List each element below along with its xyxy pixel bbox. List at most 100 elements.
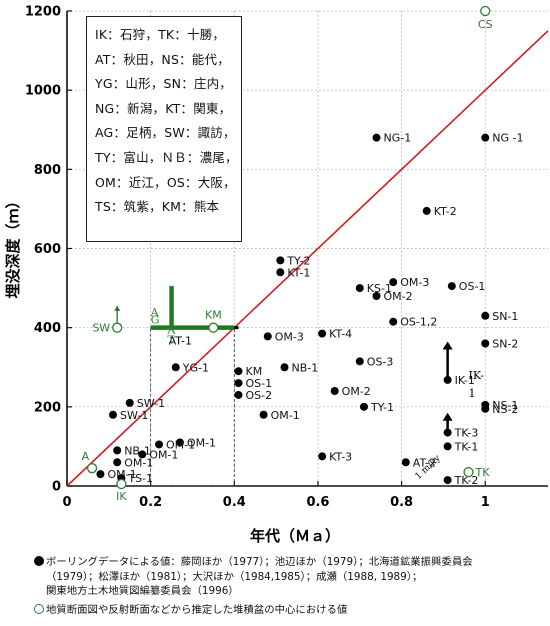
data-point [401, 458, 410, 467]
data-points: NG-1 NG -1KT-2TY-2KT-1KS-1 OM-3OM-2OS-1SN-… [82, 5, 523, 503]
point-label: TS-1 [127, 472, 153, 485]
point-label: OS-1,2 [400, 316, 437, 329]
data-point [447, 282, 456, 291]
open-data-point [480, 5, 491, 17]
point-label: AT-2 [413, 456, 436, 469]
legend-line: IK：石狩，TK：十勝， [95, 27, 226, 42]
x-tick-label: 0.8 [390, 495, 413, 510]
data-point [263, 332, 272, 341]
data-point [443, 476, 452, 485]
point-label: TK [475, 466, 491, 479]
data-point [372, 292, 381, 300]
data-point [113, 458, 122, 467]
data-point [481, 133, 490, 142]
point-label: NG-1 [384, 132, 412, 145]
point-label: SW-1 [120, 409, 148, 422]
point-label: TY-1 [370, 401, 394, 414]
point-label: KS-1 [367, 282, 392, 295]
data-point [443, 375, 452, 384]
annotation-text: A [150, 306, 160, 319]
data-point [355, 357, 364, 366]
point-label: OS-3 [367, 355, 394, 368]
point-label: KT-3 [329, 450, 352, 463]
rate-line [66, 30, 549, 487]
x-tick-label: 0.2 [139, 495, 162, 510]
point-label: KT-2 [434, 205, 457, 218]
open-data-point [116, 478, 127, 490]
open-data-point [463, 466, 474, 478]
point-label: NS-2 [492, 403, 518, 416]
y-tick-label: 800 [34, 163, 61, 178]
point-label: IK-1 [455, 374, 475, 387]
point-label: OM-2 [384, 290, 413, 303]
open-circle-icon [34, 603, 44, 614]
point-label: OM-1 [187, 436, 216, 449]
data-point [318, 329, 327, 338]
point-label: SW [92, 322, 110, 335]
legend-line: TY：富山，ＮＢ：濃尾， [95, 149, 238, 165]
data-point [125, 398, 134, 407]
y-tick-label: 1000 [25, 84, 61, 99]
x-tick-label: 0.4 [223, 495, 246, 510]
data-point [443, 428, 452, 437]
source-notes: ボーリングデータによる値：藤岡ほか（1977）；池辺ほか（1979）；北海道鉱業… [34, 555, 544, 617]
note-continuation: （1979）；松澤ほか（1981）；大沢ほか（1984,1985）；成瀬（198… [46, 570, 423, 583]
open-data-point [112, 322, 123, 333]
point-label: OM-1 [124, 456, 153, 469]
y-tick-label: 1200 [25, 5, 61, 20]
open-data-point [208, 322, 219, 333]
data-point [234, 367, 243, 376]
x-tick-label: 1 [481, 495, 490, 510]
annotation-text: IK- [469, 369, 485, 382]
point-label: OS-1 [459, 280, 486, 293]
point-label: SW-1 [137, 397, 165, 410]
point-label: A [82, 450, 90, 463]
point-label: OM-1 [166, 438, 195, 451]
annotation-text: 1 [469, 387, 476, 400]
data-point [330, 387, 339, 395]
legend-line: OM：近江，OS：大阪， [95, 174, 236, 190]
data-point [155, 440, 164, 449]
legend-line: TS：筑紫，KM：熊本 [95, 199, 220, 215]
point-label: OM-1 [271, 409, 300, 422]
data-point [389, 278, 398, 287]
data-point [359, 402, 368, 411]
note-continuation: 関東地方土木地質図編纂委員会（1996） [46, 585, 239, 597]
filled-symbol-note: ボーリングデータによる値：藤岡ほか（1977）；池辺ほか（1979）；北海道鉱業… [34, 555, 544, 570]
filled-circle-icon [34, 556, 44, 566]
data-point [280, 363, 289, 372]
arrow-up-icon [442, 341, 453, 350]
data-point [276, 256, 285, 265]
point-label: IK [116, 490, 127, 503]
note-text: ボーリングデータによる値：藤岡ほか（1977）；池辺ほか（1979）；北海道鉱業… [46, 556, 473, 568]
arrow-up-icon [442, 412, 453, 421]
data-point [96, 470, 105, 479]
data-point [276, 268, 285, 277]
point-label: SN-1 [492, 310, 518, 323]
point-label: OS-2 [245, 389, 272, 402]
y-tick-label: 200 [34, 400, 61, 415]
note-text: 地質断面図や反射断面などから推定した堆積盆の中心における値 [46, 603, 348, 616]
x-tick-label: 0 [62, 495, 71, 510]
abbreviation-legend: IK：石狩，TK：十勝， AT：秋田，NS：能代， YG：山形，SN：庄内， N… [86, 16, 242, 242]
annotation-text: G [151, 314, 160, 327]
data-point [481, 339, 490, 348]
annotation-text: A [166, 324, 176, 337]
data-point [138, 450, 147, 459]
point-label: KM [245, 365, 262, 378]
legend-line: NG：新潟，KT：関東， [95, 100, 232, 116]
legend-line: AG：足柄，SW：諏訪， [95, 125, 236, 141]
point-label: OM-2 [342, 385, 371, 398]
annotation-text: T [167, 334, 175, 347]
x-tick-label: 0.6 [306, 495, 329, 510]
point-label: TY-2 [286, 254, 310, 267]
point-label: OS-1 [245, 377, 272, 390]
point-label: KT-1 [287, 266, 310, 279]
data-point [389, 317, 398, 326]
arrow-up-icon [114, 305, 121, 311]
data-point [481, 404, 490, 413]
point-label: KT-4 [329, 328, 352, 341]
point-label: SN-2 [492, 338, 518, 351]
